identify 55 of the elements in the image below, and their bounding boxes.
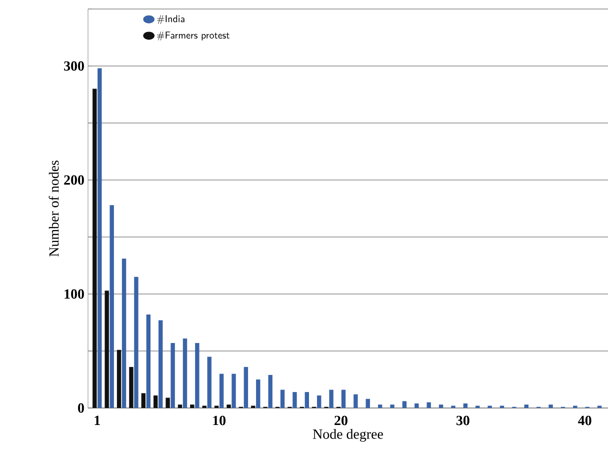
bar [219, 374, 224, 408]
bar [146, 314, 151, 408]
bar [104, 290, 109, 408]
bar [402, 401, 407, 408]
bar [548, 404, 553, 408]
bar [329, 390, 334, 408]
bar [195, 343, 200, 408]
y-tick-label: 300 [64, 61, 84, 71]
legend-label: #Farmers protest [157, 32, 230, 40]
bar [166, 398, 170, 408]
bar [414, 403, 419, 408]
bar [129, 366, 134, 408]
bar [378, 404, 382, 408]
x-tick-label: 30 [456, 416, 470, 426]
bar [341, 390, 346, 408]
bar [122, 258, 126, 408]
bar [182, 338, 188, 408]
bar [426, 402, 431, 408]
bar [98, 68, 102, 408]
bar [134, 276, 138, 408]
legend-label: #India [157, 15, 184, 24]
bar [207, 356, 212, 408]
bar [244, 366, 248, 408]
y-tick-label: 100 [64, 289, 84, 299]
bar [141, 393, 146, 408]
bar [317, 395, 322, 408]
y-tick-label: 200 [64, 175, 84, 185]
x-tick-label: 1 [94, 416, 100, 425]
x-tick-label: 40 [578, 416, 592, 426]
y-axis-title: Number of nodes [48, 160, 59, 257]
bar [154, 395, 158, 408]
bar [438, 404, 444, 408]
bar [170, 343, 175, 408]
bar [354, 394, 358, 408]
bar [256, 380, 260, 408]
bar [268, 374, 272, 408]
bar [292, 392, 297, 408]
bar [116, 350, 122, 408]
bar [463, 403, 468, 408]
bar [390, 404, 394, 408]
bar [366, 398, 370, 408]
y-tick-label: 0 [78, 403, 84, 413]
bar [524, 404, 528, 408]
x-tick-label: 20 [334, 416, 348, 426]
bar [226, 404, 231, 408]
bar [110, 205, 114, 408]
bar [92, 88, 97, 408]
bar [158, 320, 163, 408]
bar [232, 374, 236, 408]
bar [178, 404, 182, 408]
x-tick-label: 10 [213, 416, 226, 426]
bar [190, 404, 194, 408]
x-axis-title: Node degree [312, 429, 383, 442]
bar [280, 390, 285, 408]
bar [304, 392, 310, 408]
